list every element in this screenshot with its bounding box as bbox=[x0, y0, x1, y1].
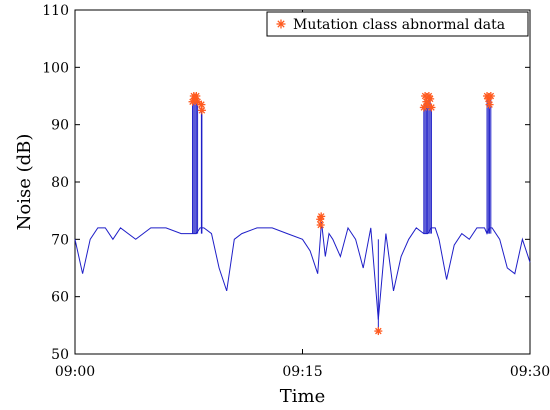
legend-marker-asterisk-icon bbox=[276, 19, 286, 29]
abnormal-point bbox=[426, 94, 435, 103]
abnormal-point bbox=[374, 327, 383, 336]
abnormal-point bbox=[192, 92, 201, 100]
y-tick-label: 60 bbox=[51, 290, 69, 306]
series-layer bbox=[74, 96, 531, 332]
y-tick-label: 80 bbox=[51, 175, 69, 191]
y-tick-label: 90 bbox=[51, 118, 69, 134]
abnormal-point bbox=[316, 221, 325, 229]
x-axis-ticks: 09:00 09:15 09:30 bbox=[55, 10, 550, 380]
y-tick-label: 50 bbox=[51, 347, 69, 363]
legend-asterisk bbox=[276, 19, 286, 29]
y-axis-ticks: 50 60 70 80 90 100 110 bbox=[42, 3, 530, 363]
y-tick-label: 110 bbox=[42, 3, 69, 19]
y-axis-label: Noise (dB) bbox=[14, 134, 35, 231]
y-tick-label: 70 bbox=[51, 232, 69, 248]
legend-entry-abnormal: Mutation class abnormal data bbox=[293, 17, 505, 33]
abnormal-point bbox=[486, 92, 495, 100]
plot-frame bbox=[74, 9, 531, 355]
y-tick-label: 100 bbox=[42, 60, 69, 76]
legend: Mutation class abnormal data bbox=[266, 11, 529, 37]
x-tick-label: 09:30 bbox=[510, 364, 550, 380]
abnormal-marker-layer bbox=[188, 92, 495, 336]
x-axis-label: Time bbox=[280, 386, 325, 407]
noise-series-line bbox=[74, 222, 531, 320]
legend-box bbox=[266, 11, 529, 37]
abnormal-point bbox=[193, 97, 202, 106]
plot-area: 50 60 70 80 90 100 110 09:00 09:15 09:30 bbox=[42, 3, 550, 380]
abnormal-point bbox=[317, 212, 326, 221]
x-tick-label: 09:00 bbox=[55, 364, 95, 380]
x-tick-label: 09:15 bbox=[282, 364, 322, 380]
abnormal-point bbox=[427, 103, 436, 112]
abnormal-point bbox=[485, 100, 494, 109]
abnormal-point bbox=[197, 106, 206, 115]
